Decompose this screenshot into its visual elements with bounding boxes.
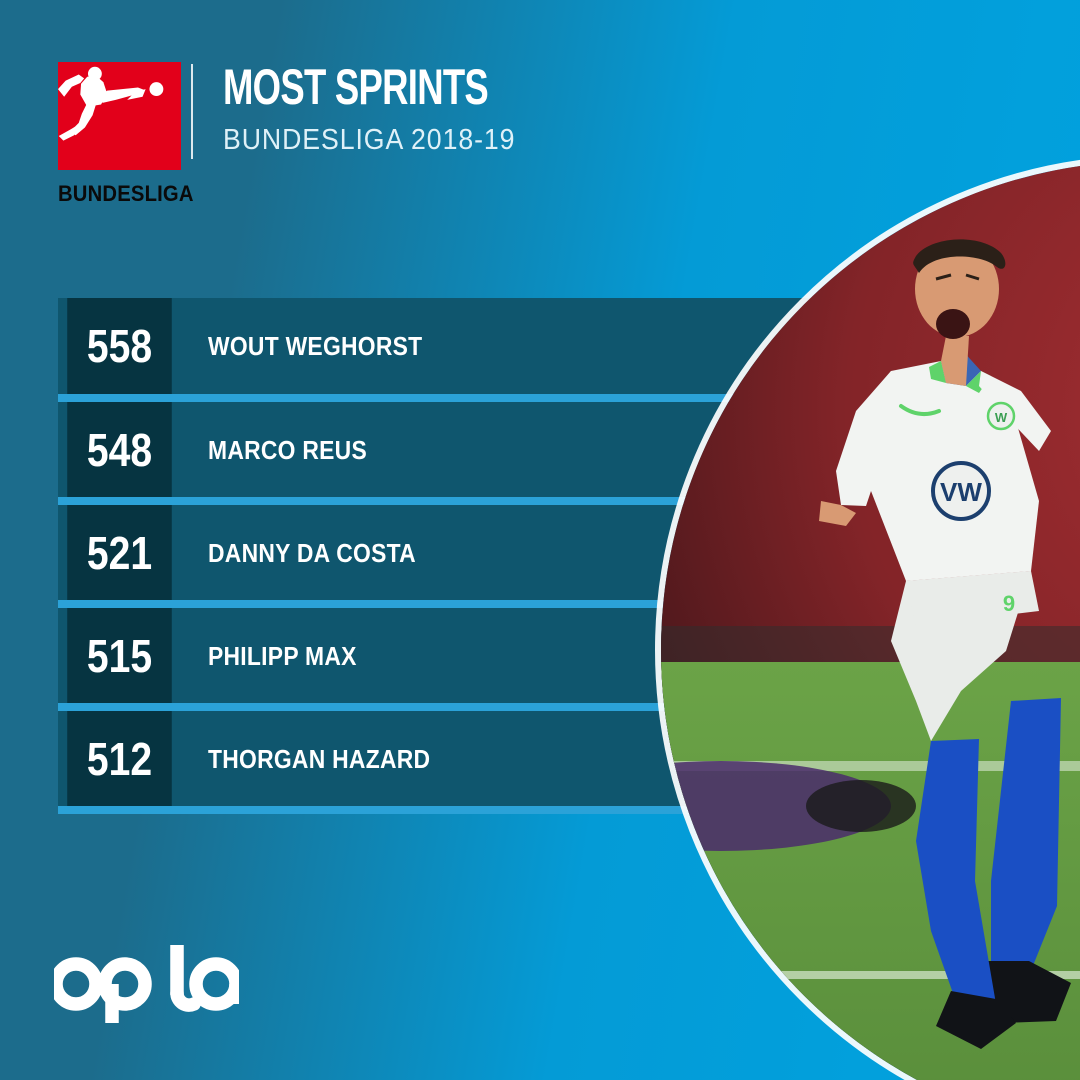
svg-text:VW: VW	[940, 477, 982, 507]
svg-text:W: W	[995, 410, 1008, 425]
svg-text:9: 9	[1003, 591, 1015, 616]
